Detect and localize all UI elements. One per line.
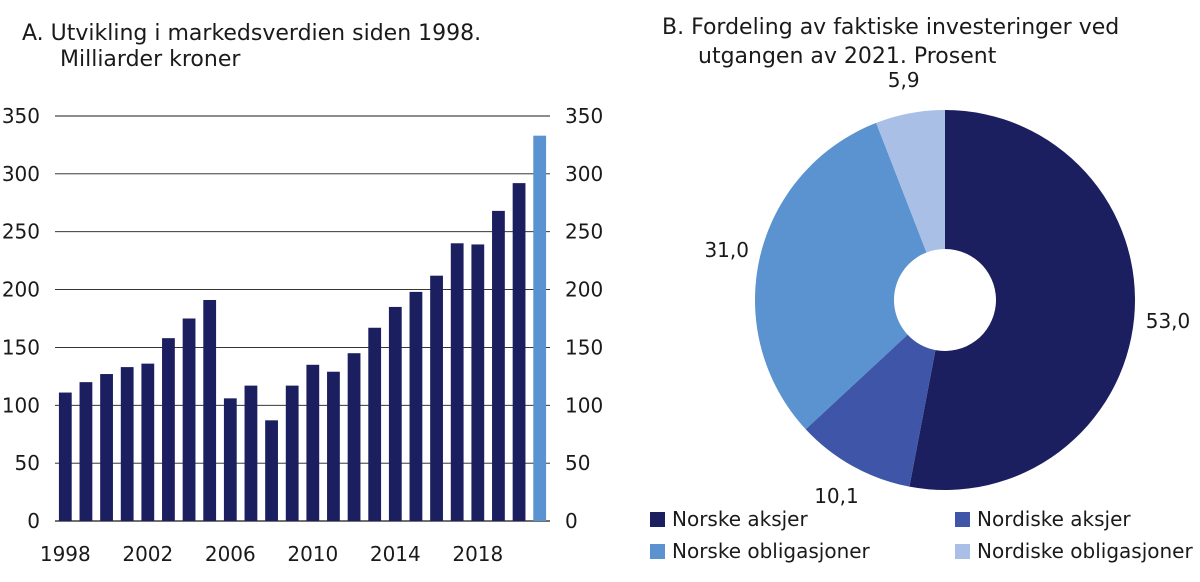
panel-b-donut: [755, 110, 1135, 490]
panel-a-left-tick-label: 100: [2, 393, 40, 417]
panel-a-bar-2013: [368, 327, 382, 521]
panel-b-title-line1: B. Fordeling av faktiske investeringer v…: [662, 15, 1119, 40]
panel-b-legend-label: Nordiske aksjer: [977, 507, 1131, 531]
panel-a-right-tick-label: 100: [565, 393, 603, 417]
panel-a-bar-2006: [223, 398, 237, 521]
panel-a-bar-2005: [203, 299, 217, 521]
panel-a-x-tick-label: 2002: [122, 542, 173, 566]
panel-b-title-line2: utgangen av 2021. Prosent: [698, 44, 997, 69]
panel-b-legend-swatch: [650, 544, 665, 559]
panel-a-x-tick-label: 2006: [205, 542, 256, 566]
panel-b-data-label: 10,1: [814, 484, 859, 508]
panel-a-bar-2000: [100, 374, 113, 521]
panel-a-left-tick-label: 50: [15, 451, 40, 475]
panel-a-right-tick-label: 300: [565, 162, 603, 186]
panel-a-right-tick-label: 250: [565, 220, 603, 244]
panel-a-bar-2001: [120, 367, 134, 521]
panel-a-bar-2021: [533, 135, 547, 521]
panel-b-slice-nordiske-aksjer: [805, 334, 936, 487]
panel-a-right-tick-label: 50: [565, 451, 590, 475]
panel-a-bar-2015: [409, 291, 423, 521]
panel-a-right-tick-label: 350: [565, 104, 603, 128]
panel-a-left-tick-label: 250: [2, 220, 40, 244]
panel-a-bar-2008: [265, 420, 278, 521]
panel-b-legend-label: Norske obligasjoner: [672, 539, 871, 563]
panel-b-slice-nordiske-obligasjoner: [876, 110, 945, 253]
panel-a-bar-2010: [306, 364, 320, 521]
panel-b-data-labels: 53,0 10,1 31,0 5,9: [704, 68, 1190, 508]
panel-b-legend-swatch: [955, 512, 970, 527]
panel-a-left-tick-label: 150: [2, 335, 40, 359]
panel-b-legend-swatch: [955, 544, 970, 559]
panel-b-legend-swatch: [650, 512, 665, 527]
panel-b-slice-norske-obligasjoner: [755, 122, 927, 430]
panel-b-slice-norske-aksjer: [909, 110, 1135, 490]
panel-a-right-tick-label: 150: [565, 335, 603, 359]
panel-a-title-line2: Milliarder kroner: [60, 47, 241, 72]
panel-a-x-tick-label: 2010: [287, 542, 338, 566]
panel-a-left-axis: 0 50 100 150 200 250 300 350: [2, 104, 40, 533]
panel-b: B. Fordeling av faktiske investeringer v…: [650, 15, 1193, 563]
panel-a-bar-2019: [492, 210, 505, 521]
panel-a-bar-2002: [141, 363, 155, 521]
panel-a-x-tick-label: 1998: [40, 542, 91, 566]
panel-a-bars: [58, 135, 547, 522]
panel-a-bar-2009: [285, 385, 299, 521]
panel-a-bar-2004: [182, 318, 196, 521]
panel-a-bar-2003: [162, 338, 175, 521]
panel-a-left-tick-label: 200: [2, 278, 40, 302]
panel-a-left-tick-label: 350: [2, 104, 40, 128]
panel-a-bar-2020: [512, 183, 526, 521]
panel-a-bar-1999: [79, 382, 93, 521]
panel-a-bar-2012: [347, 353, 361, 521]
panel-a-x-tick-label: 2018: [452, 542, 503, 566]
panel-a-left-tick-label: 0: [27, 509, 40, 533]
panel-a-title-line1: A. Utvikling i markedsverdien siden 1998…: [22, 21, 481, 46]
panel-a-right-axis: 0 50 100 150 200 250 300 350: [565, 104, 603, 533]
panel-a-right-tick-label: 200: [565, 278, 603, 302]
panel-a-right-tick-label: 0: [565, 509, 578, 533]
panel-a-bar-2014: [388, 306, 402, 521]
panel-b-legend: Norske aksjer Nordiske aksjer Norske oblig…: [650, 507, 1193, 563]
panel-a-bar-2011: [327, 371, 340, 521]
panel-a-left-tick-label: 300: [2, 162, 40, 186]
panel-b-legend-label: Nordiske obligasjoner: [977, 539, 1193, 563]
panel-a-x-tick-label: 2014: [370, 542, 421, 566]
panel-a: A. Utvikling i markedsverdien siden 1998…: [2, 21, 603, 566]
panel-b-data-label: 53,0: [1146, 309, 1191, 333]
panel-b-data-label: 31,0: [704, 238, 749, 262]
panel-a-bar-2016: [430, 275, 443, 521]
panel-a-bar-1998: [58, 392, 72, 521]
panel-a-gridlines: [55, 115, 550, 522]
panel-a-bar-2017: [450, 243, 464, 522]
panel-b-data-label: 5,9: [888, 68, 920, 92]
panel-a-x-axis: 1998 2002 2006 2010 2014 2018: [40, 542, 503, 566]
panel-a-bar-2007: [244, 385, 258, 521]
panel-b-legend-label: Norske aksjer: [672, 507, 808, 531]
panel-a-bar-2018: [471, 244, 485, 521]
